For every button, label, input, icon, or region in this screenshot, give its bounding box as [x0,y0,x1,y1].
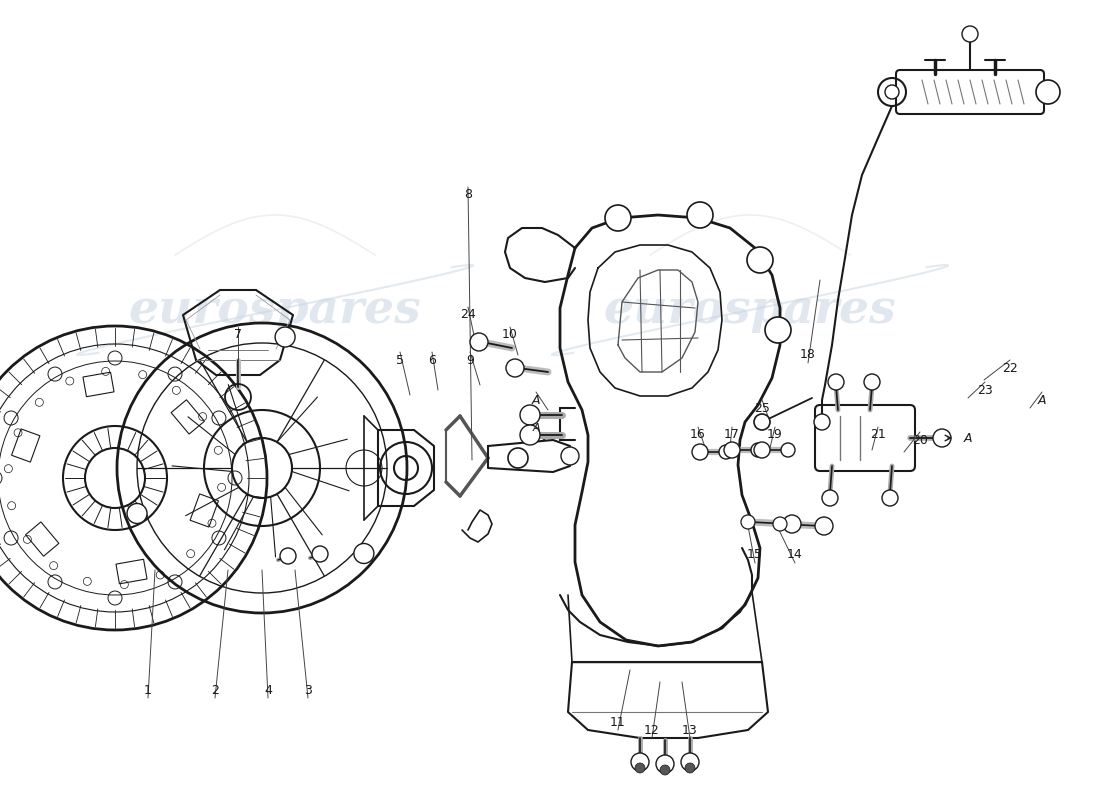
Text: 1: 1 [144,683,152,697]
Text: 16: 16 [690,429,706,442]
Circle shape [656,755,674,773]
Text: 10: 10 [502,329,518,342]
Circle shape [520,425,540,445]
Circle shape [751,443,764,457]
Circle shape [508,448,528,468]
Text: 5: 5 [396,354,404,366]
Circle shape [280,548,296,564]
Circle shape [681,753,698,771]
Text: A: A [1037,394,1046,406]
Circle shape [561,447,579,465]
Text: 15: 15 [747,549,763,562]
Text: eurospares: eurospares [129,287,421,333]
Circle shape [781,443,795,457]
Text: A: A [531,394,540,406]
Circle shape [864,374,880,390]
Circle shape [962,26,978,42]
Text: A: A [964,431,972,445]
Circle shape [312,546,328,562]
Text: 12: 12 [645,723,660,737]
Text: A: A [532,423,540,433]
Text: 25: 25 [755,402,770,414]
Text: 22: 22 [1002,362,1018,374]
Text: 23: 23 [977,383,993,397]
Text: eurospares: eurospares [604,287,896,333]
Text: 6: 6 [428,354,436,366]
Text: 13: 13 [682,723,697,737]
Circle shape [815,517,833,535]
Text: 19: 19 [767,429,783,442]
Circle shape [747,247,773,273]
Circle shape [882,490,898,506]
Circle shape [764,317,791,343]
Circle shape [354,543,374,563]
Text: 14: 14 [788,549,803,562]
Circle shape [814,414,830,430]
Circle shape [688,202,713,228]
Circle shape [470,333,488,351]
Circle shape [685,763,695,773]
Circle shape [605,205,631,231]
Circle shape [520,405,540,425]
Circle shape [719,445,733,459]
Circle shape [1036,80,1060,104]
Circle shape [886,85,899,99]
Circle shape [828,374,844,390]
Circle shape [692,444,708,460]
Text: 4: 4 [264,683,272,697]
Circle shape [741,515,755,529]
Text: 20: 20 [912,434,928,446]
Circle shape [631,753,649,771]
Circle shape [635,763,645,773]
Text: 17: 17 [724,429,740,442]
Text: 24: 24 [460,309,476,322]
Text: 18: 18 [800,349,816,362]
Circle shape [773,517,786,531]
Circle shape [660,765,670,775]
Text: 8: 8 [464,189,472,202]
Circle shape [933,429,952,447]
Text: 7: 7 [234,329,242,342]
Circle shape [506,359,524,377]
Text: 9: 9 [466,354,474,366]
Circle shape [754,442,770,458]
Circle shape [754,414,770,430]
Circle shape [783,515,801,533]
Circle shape [822,490,838,506]
Text: 21: 21 [870,429,886,442]
Text: 11: 11 [610,715,626,729]
Circle shape [724,442,740,458]
Circle shape [126,503,147,523]
Text: 3: 3 [304,683,312,697]
Circle shape [275,327,295,347]
Text: 2: 2 [211,683,219,697]
